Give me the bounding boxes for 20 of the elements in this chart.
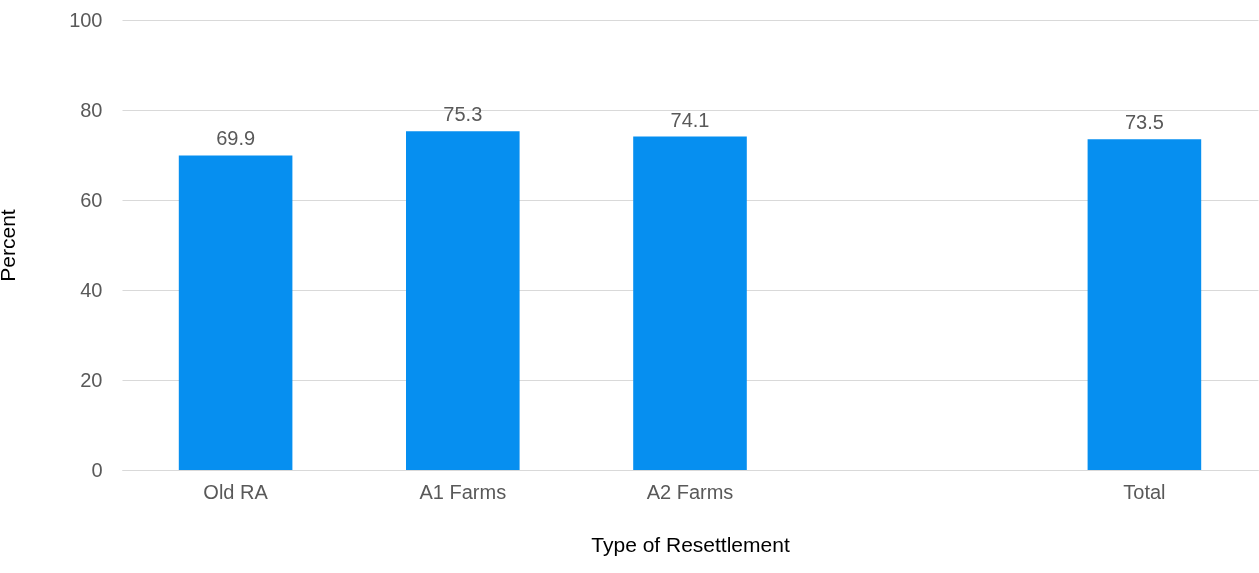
x-tick-label: A1 Farms (419, 480, 507, 503)
bar (406, 131, 520, 470)
x-tick-label: Total (1123, 480, 1166, 503)
y-axis-title: Percent (0, 209, 20, 282)
data-label: 74.1 (670, 108, 710, 131)
bar (633, 136, 747, 470)
y-tick-label: 80 (80, 98, 103, 121)
y-tick-label: 60 (80, 188, 103, 211)
data-label: 75.3 (443, 103, 483, 126)
data-label: 73.5 (1124, 111, 1164, 134)
bar (178, 155, 293, 470)
bar (1087, 139, 1202, 470)
x-tick-label: A2 Farms (646, 480, 734, 503)
x-tick-label: Old RA (203, 480, 269, 503)
y-tick-label: 0 (91, 458, 103, 481)
y-tick-label: 40 (80, 278, 103, 301)
data-label: 69.9 (216, 127, 256, 150)
y-tick-label: 20 (80, 368, 103, 391)
y-tick-label: 100 (69, 8, 103, 31)
x-axis-title: Type of Resettlement (591, 532, 790, 556)
